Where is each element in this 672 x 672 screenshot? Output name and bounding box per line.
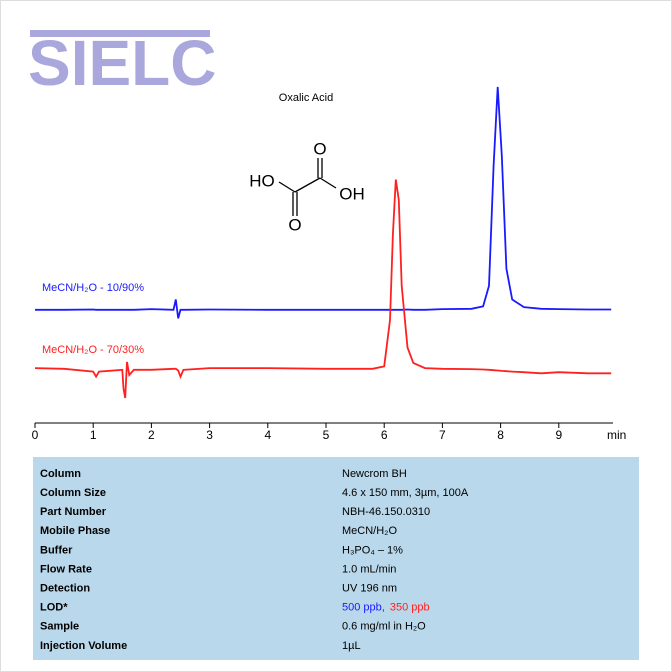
x-unit: min	[607, 428, 626, 442]
x-tick-label: 2	[148, 428, 155, 442]
row-value: Newcrom BH	[342, 468, 407, 480]
series-label: MeCN/H₂O - 10/90%	[42, 282, 144, 294]
row-value: 350 ppb	[390, 602, 430, 614]
row-label: Flow Rate	[40, 563, 92, 575]
series-label: MeCN/H₂O - 70/30%	[42, 344, 144, 356]
row-label: Part Number	[40, 506, 107, 518]
row-label: Sample	[40, 621, 79, 633]
trace	[35, 86, 612, 319]
trace	[34, 179, 612, 399]
x-tick-label: 7	[439, 428, 446, 442]
row-label: Column	[40, 468, 81, 480]
row-label: Column Size	[40, 487, 106, 499]
row-value: 1µL	[342, 640, 361, 652]
x-tick-label: 8	[497, 428, 504, 442]
atom-label: O	[288, 215, 301, 234]
x-tick-label: 4	[264, 428, 271, 442]
row-label: Mobile Phase	[40, 525, 110, 537]
x-tick-label: 6	[381, 428, 388, 442]
row-value: 4.6 x 150 mm, 3µm, 100A	[342, 487, 469, 499]
row-value: NBH-46.150.0310	[342, 506, 430, 518]
x-tick-label: 5	[323, 428, 330, 442]
row-label: Buffer	[40, 544, 73, 556]
atom-label: O	[313, 139, 326, 158]
x-tick-label: 9	[555, 428, 562, 442]
row-value: 500 ppb,	[342, 602, 385, 614]
x-tick-label: 1	[90, 428, 97, 442]
row-value: 0.6 mg/ml in H₂O	[342, 621, 426, 633]
row-value: UV 196 nm	[342, 583, 397, 595]
row-value: H₃PO₄ – 1%	[342, 544, 403, 556]
x-tick-label: 0	[32, 428, 39, 442]
structure	[278, 158, 337, 216]
table: Column Newcrom BH Column Size 4.6 x 150 mm,…	[40, 468, 469, 652]
row-value: MeCN/H₂O	[342, 525, 397, 537]
logo-bar	[30, 30, 210, 37]
x-tick-label: 3	[206, 428, 213, 442]
row-label: LOD*	[40, 602, 68, 614]
atom-label: HO	[249, 171, 275, 190]
bond	[294, 177, 321, 193]
logo: SIELC	[28, 27, 216, 99]
bond	[319, 177, 337, 189]
table-bg	[33, 457, 639, 660]
row-label: Injection Volume	[40, 640, 127, 652]
row-label: Detection	[40, 583, 90, 595]
atom-label: OH	[339, 184, 365, 203]
row-value: 1.0 mL/min	[342, 563, 396, 575]
bond	[278, 181, 296, 193]
compound-name: Oxalic Acid	[279, 92, 333, 104]
